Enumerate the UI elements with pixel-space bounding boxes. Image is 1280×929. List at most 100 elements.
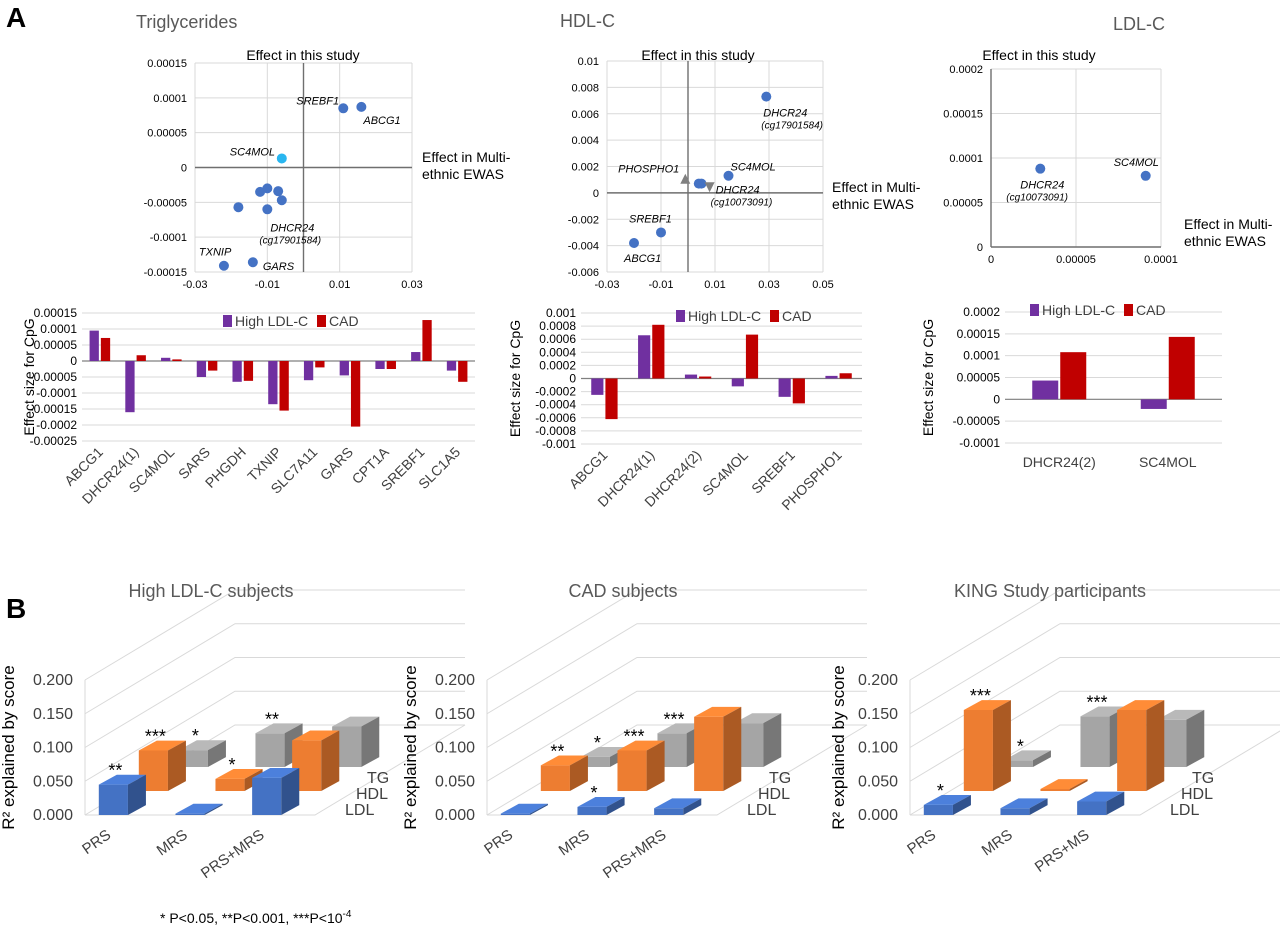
y-tick-label: -0.0001 xyxy=(150,232,187,244)
point-label: DHCR24 xyxy=(270,222,314,234)
y-tick-label: 0 xyxy=(593,188,599,200)
y-tick-label: 0.150 xyxy=(858,706,898,723)
bar-side xyxy=(1032,750,1051,767)
bar xyxy=(339,361,349,376)
bar-top xyxy=(252,767,300,778)
data-point xyxy=(276,153,287,164)
y-tick-label: -0.00015 xyxy=(144,267,187,279)
x-tick-label: -0.01 xyxy=(255,279,280,291)
data-point xyxy=(761,91,772,102)
legend-swatch xyxy=(676,310,685,322)
y-tick-label: 0.0002 xyxy=(539,358,576,372)
x-tick-label: 0 xyxy=(988,254,994,266)
x-tick-label: 0.0001 xyxy=(1144,254,1178,266)
bar-top xyxy=(1157,709,1205,720)
y-tick-label: -0.0002 xyxy=(36,418,77,432)
data-point xyxy=(276,195,287,206)
x-tick-label: SC4MOL xyxy=(699,447,751,499)
series-label: LDL xyxy=(747,802,776,819)
bar xyxy=(839,373,852,379)
bar-side xyxy=(127,774,146,815)
x-axis-title: Effect in Multi-ethnic EWAS xyxy=(1184,216,1273,249)
bar xyxy=(1032,380,1059,400)
x-tick-label: SC4MOL xyxy=(1139,454,1197,470)
y-tick-label: -0.0006 xyxy=(535,411,576,425)
series-label: LDL xyxy=(1170,802,1199,819)
bar xyxy=(778,378,791,397)
legend-swatch xyxy=(223,315,232,327)
y-tick-label: -0.002 xyxy=(568,214,599,226)
bar xyxy=(684,374,698,379)
data-point xyxy=(656,227,666,238)
bar xyxy=(617,750,647,791)
bar-side xyxy=(1186,709,1205,767)
y-tick-label: 0.0001 xyxy=(40,322,77,336)
bar xyxy=(422,320,432,361)
bar-side xyxy=(167,740,186,791)
y-tick-label: -0.0008 xyxy=(535,424,576,438)
x-tick-label: PRS+MRS xyxy=(198,826,267,882)
series-label: HDL xyxy=(356,786,388,803)
data-point xyxy=(1035,163,1046,174)
legend-swatch xyxy=(1030,304,1039,316)
chart-title: HDL-C xyxy=(560,11,615,31)
significance-label: *** xyxy=(970,686,991,706)
y-tick-label: 0.0002 xyxy=(963,305,1000,319)
bar-side xyxy=(204,803,223,815)
y-tick-label: -0.0001 xyxy=(36,386,77,400)
y-tick-label: 0.002 xyxy=(571,162,599,174)
y-tick-label: -0.00025 xyxy=(30,434,78,448)
x-tick-label: 0.01 xyxy=(329,279,350,291)
x-tick-label: PRS+MS xyxy=(1032,826,1093,876)
bar xyxy=(540,765,570,791)
y-tick-label: 0.0001 xyxy=(153,93,187,105)
bar-side xyxy=(763,713,782,767)
y-tick-label: 0.150 xyxy=(435,706,475,723)
bar xyxy=(963,710,993,791)
series-label: HDL xyxy=(758,786,790,803)
y-tick-label: 0 xyxy=(569,372,576,386)
y-axis-title: Effect in this study xyxy=(246,47,359,63)
bar-top xyxy=(1080,706,1128,717)
y-tick-label: 0.100 xyxy=(435,740,475,757)
point-label: (cg10073091) xyxy=(1006,193,1068,204)
significance-label: *** xyxy=(664,709,685,729)
bar-side xyxy=(361,716,380,767)
y-tick-label: 0.100 xyxy=(33,740,73,757)
data-point xyxy=(356,101,367,112)
x-tick-label: MRS xyxy=(556,826,593,859)
legend-label: CAD xyxy=(329,313,359,329)
bar xyxy=(100,337,111,361)
bar xyxy=(652,324,665,379)
bar-side xyxy=(1069,779,1088,791)
legend-label: High LDL-C xyxy=(1042,302,1115,318)
y-tick-label: 0.00015 xyxy=(943,109,983,121)
point-label: GARS xyxy=(263,261,295,273)
significance-label: * xyxy=(1017,736,1024,756)
x-tick-label: ABCG1 xyxy=(566,447,611,492)
y-tick-label: 0.006 xyxy=(571,109,599,121)
y-axis-title: Effect size for CpG xyxy=(920,319,936,436)
data-point xyxy=(1140,170,1151,181)
floor-edge xyxy=(487,724,868,816)
bar-top xyxy=(580,746,628,757)
x-tick-label: 0.01 xyxy=(704,279,725,291)
y-tick-label: 0 xyxy=(70,354,77,368)
bar xyxy=(654,808,684,815)
x-tick-label: PRS+MRS xyxy=(600,826,669,882)
y-tick-label: 0.00005 xyxy=(34,338,78,352)
x-tick-label: MRS xyxy=(154,826,191,859)
panel-letter-b: B xyxy=(6,593,26,624)
bar-side xyxy=(683,798,702,815)
bar xyxy=(694,716,724,791)
bar-top xyxy=(175,803,223,814)
significance-label: ** xyxy=(550,741,564,761)
bar xyxy=(745,334,759,379)
data-point xyxy=(723,170,734,181)
bar-top xyxy=(98,774,146,785)
bar xyxy=(1077,801,1107,815)
data-point xyxy=(233,202,244,213)
bar xyxy=(605,378,618,420)
y-tick-label: 0.200 xyxy=(435,672,475,689)
y-tick-label: 0.0001 xyxy=(949,153,983,165)
